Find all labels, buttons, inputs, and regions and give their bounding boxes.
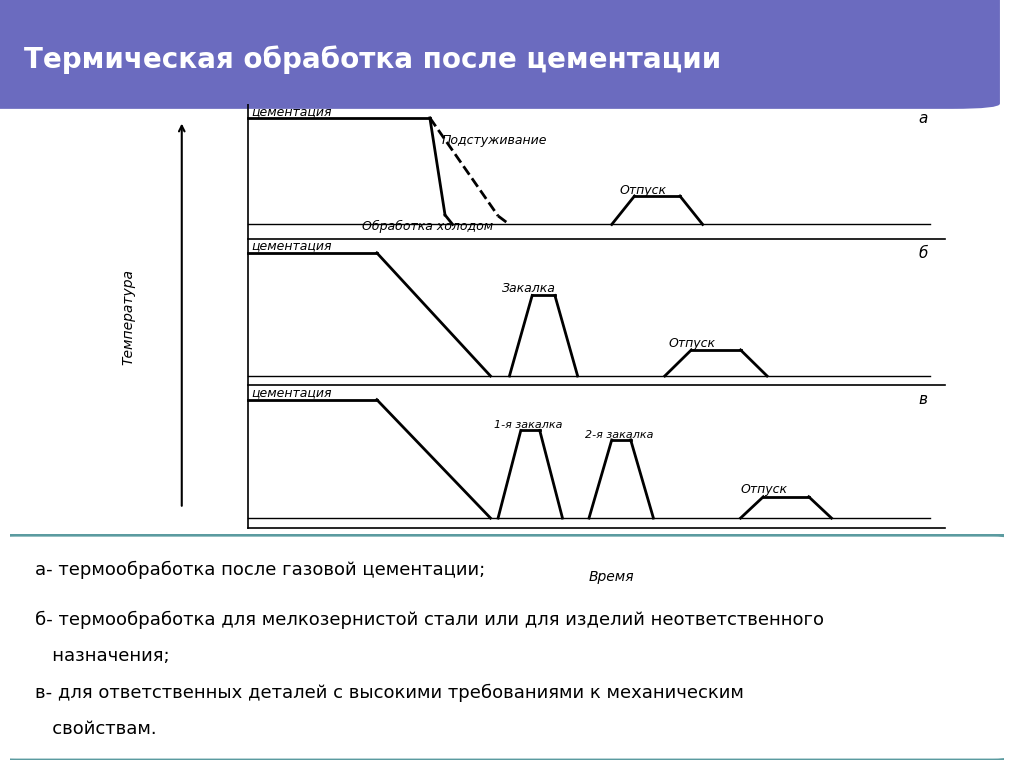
Text: а: а <box>919 111 928 126</box>
Text: Температура: Температура <box>122 269 135 365</box>
Text: Подстуживание: Подстуживание <box>441 134 547 147</box>
Text: Отпуск: Отпуск <box>740 483 787 496</box>
Text: 2-я закалка: 2-я закалка <box>586 429 653 439</box>
Text: Закалка: Закалка <box>502 282 556 295</box>
Text: цементация: цементация <box>252 105 333 118</box>
FancyBboxPatch shape <box>0 0 1000 109</box>
Text: цементация: цементация <box>252 386 333 399</box>
Text: в- для ответственных деталей с высокими требованиями к механическим: в- для ответственных деталей с высокими … <box>35 684 744 701</box>
Text: Термическая обработка после цементации: Термическая обработка после цементации <box>24 46 721 74</box>
Text: б- термообработка для мелкозернистой стали или для изделий неответственного: б- термообработка для мелкозернистой ста… <box>35 611 824 629</box>
Text: а- термообработка после газовой цементации;: а- термообработка после газовой цементац… <box>35 561 485 579</box>
Text: свойствам.: свойствам. <box>35 720 157 737</box>
Text: 1-я закалка: 1-я закалка <box>495 420 563 430</box>
Text: Отпуск: Отпуск <box>620 184 667 197</box>
Text: цементация: цементация <box>252 240 333 253</box>
FancyBboxPatch shape <box>0 535 1014 760</box>
Text: Время: Время <box>589 570 635 584</box>
Text: б: б <box>919 246 928 260</box>
Text: Отпуск: Отпуск <box>669 336 716 349</box>
Text: Обработка холодом: Обработка холодом <box>361 220 493 233</box>
Text: назначения;: назначения; <box>35 647 170 665</box>
Text: в: в <box>919 392 928 407</box>
